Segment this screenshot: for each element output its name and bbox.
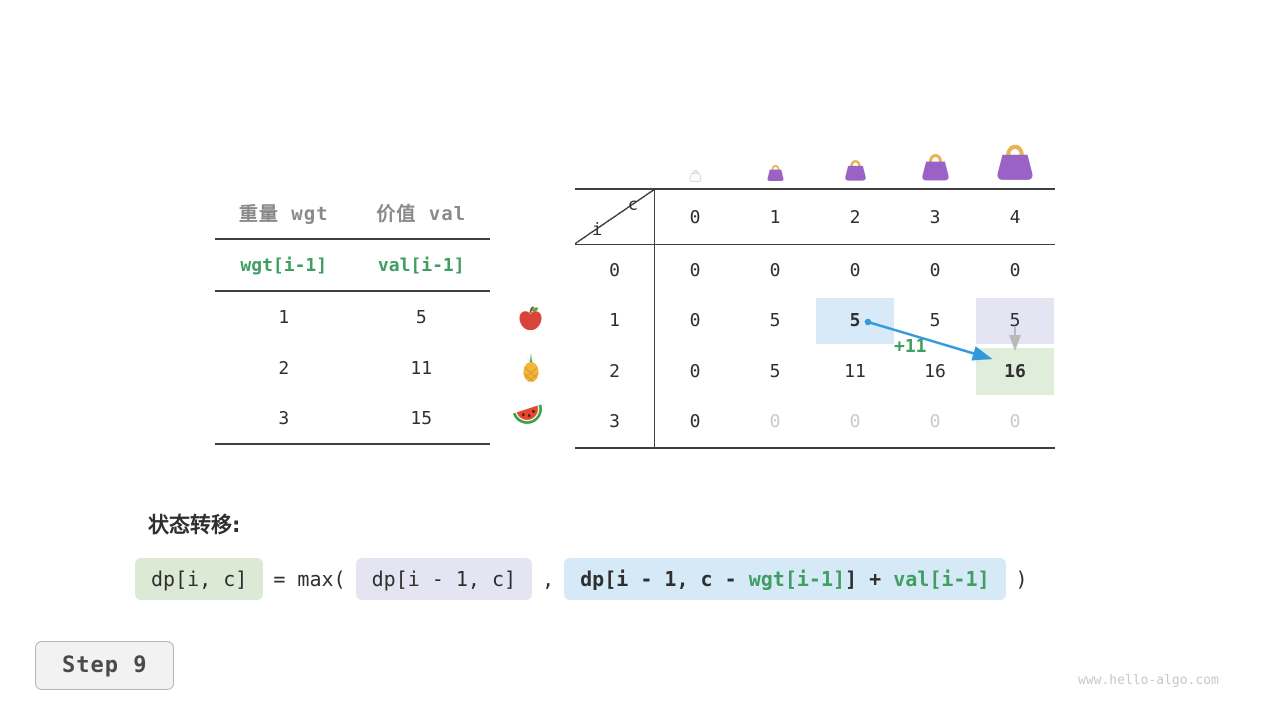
dp-cell: 0 xyxy=(769,411,781,433)
dp-cell: 0 xyxy=(1009,411,1021,433)
formula-arg2-wgt: wgt[i-1] xyxy=(748,567,846,591)
col-header-weight: 重量 wgt xyxy=(238,202,329,225)
formula-arg2: dp[i - 1, c - wgt[i-1]] + val[i-1] xyxy=(564,558,1006,600)
items-table-row: 2 11 xyxy=(215,343,490,394)
items-table-row: 1 5 xyxy=(215,292,490,343)
item-weight: 1 xyxy=(278,307,290,328)
dp-col-header: 2 xyxy=(815,190,895,245)
dp-cell: 5 xyxy=(769,310,781,332)
section-label: 状态转移: xyxy=(148,513,241,537)
pineapple-icon xyxy=(519,353,543,387)
plus-value-label: +11 xyxy=(894,336,927,357)
dp-table: c i 0 1 2 3 4 0 0 0 0 0 0 1 0 5 5 5 5 2 … xyxy=(575,188,1055,449)
col-header-value: 价值 val xyxy=(376,202,467,225)
state-transition-formula: dp[i, c] = max( dp[i - 1, c] , dp[i - 1,… xyxy=(135,558,1028,600)
corner-col-label: c xyxy=(627,195,638,215)
items-table-subheader-row: wgt[i-1] val[i-1] xyxy=(215,240,490,292)
dp-cell: 0 xyxy=(689,360,701,382)
bag-capacity-1-icon xyxy=(735,124,815,182)
dp-cell: 11 xyxy=(844,360,866,382)
formula-arg2-val: val[i-1] xyxy=(893,567,990,591)
item-value: 11 xyxy=(410,358,433,379)
dp-cell-above-highlight: 5 xyxy=(975,296,1055,347)
watermark: www.hello-algo.com xyxy=(1078,673,1219,688)
dp-col-header: 0 xyxy=(655,190,735,245)
dp-cell: 16 xyxy=(924,360,946,382)
item-value: 15 xyxy=(410,408,433,429)
dp-cell: 0 xyxy=(929,411,941,433)
item-weight: 3 xyxy=(278,408,290,429)
bag-capacity-4-icon xyxy=(975,124,1055,182)
dp-col-header: 3 xyxy=(895,190,975,245)
apple-icon xyxy=(517,305,544,337)
subheader-val: val[i-1] xyxy=(377,254,465,276)
dp-cell: 0 xyxy=(849,259,861,281)
bag-capacity-0-icon xyxy=(655,124,735,182)
dp-col-header: 4 xyxy=(975,190,1055,245)
dp-cell: 0 xyxy=(1009,259,1021,281)
dp-cell-source-highlight: 5 xyxy=(815,296,895,347)
corner-row-label: i xyxy=(592,220,603,240)
step-badge: Step 9 xyxy=(35,641,175,690)
formula-separator: , xyxy=(542,567,555,591)
formula-arg2-mid: ] + xyxy=(845,567,894,591)
dp-row-header: 1 xyxy=(575,295,655,346)
formula-arg2-prefix: dp[i - 1, c - xyxy=(580,567,749,591)
item-value: 5 xyxy=(415,307,427,328)
formula-operator: = max( xyxy=(273,567,346,591)
formula-closing: ) xyxy=(1015,567,1028,591)
formula-lhs: dp[i, c] xyxy=(135,558,264,600)
dp-row-header: 2 xyxy=(575,346,655,397)
items-table-row: 3 15 xyxy=(215,394,490,445)
dp-cell: 0 xyxy=(769,259,781,281)
dp-cell: 0 xyxy=(689,411,701,433)
bag-capacity-3-icon xyxy=(895,124,975,182)
dp-row-header: 3 xyxy=(575,396,655,447)
dp-cell-current-highlight: 16 xyxy=(975,346,1055,397)
items-table-header-row: 重量 wgt 价值 val xyxy=(215,186,490,240)
dp-cell: 0 xyxy=(929,259,941,281)
dp-cell: 0 xyxy=(689,259,701,281)
items-table: 重量 wgt 价值 val wgt[i-1] val[i-1] 1 5 2 11… xyxy=(215,186,490,445)
bag-capacity-2-icon xyxy=(815,124,895,182)
capacity-bags-row xyxy=(655,124,1055,182)
dp-row-header: 0 xyxy=(575,245,655,296)
dp-corner-cell: c i xyxy=(575,190,655,245)
subheader-wgt: wgt[i-1] xyxy=(240,254,328,276)
dp-cell: 0 xyxy=(689,310,701,332)
formula-arg1: dp[i - 1, c] xyxy=(355,558,533,600)
dp-cell: 5 xyxy=(769,360,781,382)
dp-cell: 0 xyxy=(849,411,861,433)
dp-col-header: 1 xyxy=(735,190,815,245)
dp-cell: 5 xyxy=(929,310,941,332)
item-weight: 2 xyxy=(278,358,290,379)
watermelon-icon xyxy=(511,402,549,435)
